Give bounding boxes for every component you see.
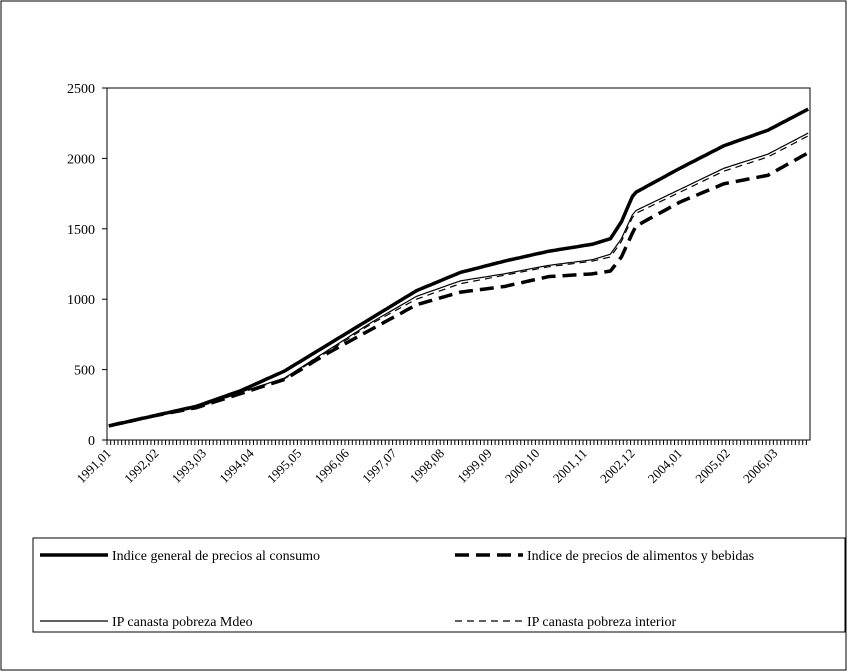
legend: [32, 537, 846, 633]
y-tick-label: 0: [88, 434, 95, 449]
legend-label: IP canasta pobreza Mdeo: [112, 615, 253, 630]
y-tick-label: 1500: [67, 223, 95, 238]
legend-label: Indice de precios de alimentos y bebidas: [527, 549, 754, 564]
legend-label: IP canasta pobreza interior: [527, 615, 676, 630]
series-line: [108, 107, 809, 428]
y-tick-label: 500: [74, 364, 95, 379]
y-tick-label: 1000: [67, 293, 95, 308]
y-tick-label: 2500: [67, 82, 95, 97]
legend-label: Indice general de precios al consumo: [112, 549, 320, 564]
series-line: [108, 135, 809, 427]
y-tick-label: 2000: [67, 152, 95, 167]
